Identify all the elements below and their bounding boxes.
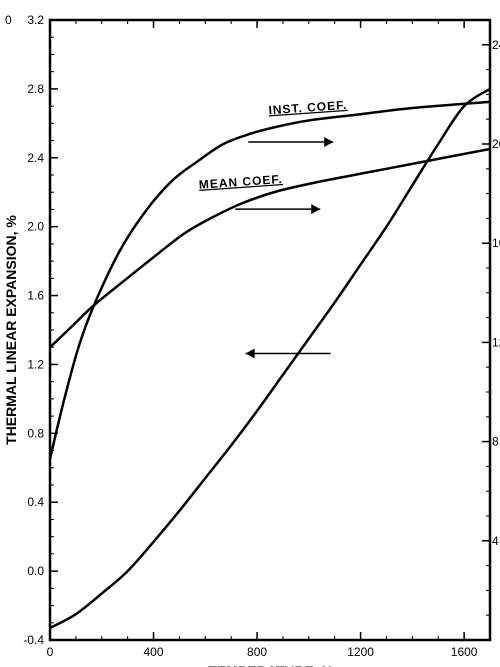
- y-right-tick-label: 8: [492, 435, 499, 449]
- x-axis-label: TEMPERATURE, K: [208, 663, 331, 667]
- y-left-tick-label: 0.4: [27, 495, 44, 509]
- y-left-tick-label: 2.0: [27, 220, 44, 234]
- outer-left-tick: 0: [5, 13, 12, 27]
- inst-coef-curve: [50, 102, 490, 459]
- x-tick-label: 1600: [451, 645, 478, 659]
- y-left-tick-label: -0.4: [23, 633, 44, 647]
- y-left-tick-label: 2.4: [27, 151, 44, 165]
- x-tick-label: 400: [144, 645, 164, 659]
- expansion-curve: [50, 89, 490, 628]
- y-right-tick-label: 12: [492, 335, 500, 349]
- y-left-tick-label: 3.2: [27, 13, 44, 27]
- x-tick-label: 800: [247, 645, 267, 659]
- x-tick-label: 1200: [347, 645, 374, 659]
- arrow-left-2-head: [246, 349, 255, 359]
- y-left-tick-label: 2.8: [27, 82, 44, 96]
- y-right-tick-label: 24: [492, 38, 500, 52]
- y-left-tick-label: 1.2: [27, 357, 44, 371]
- arrow-right-1-head: [311, 204, 320, 214]
- y-left-tick-label: 0.8: [27, 426, 44, 440]
- y-right-tick-label: 20: [492, 137, 500, 151]
- y-right-tick-label: 16: [492, 236, 500, 250]
- y-left-tick-label: 1.6: [27, 289, 44, 303]
- x-tick-label: 0: [47, 645, 54, 659]
- inst-coef-curve-label: INST. COEF.: [268, 98, 348, 117]
- y-left-tick-label: 0.0: [27, 564, 44, 578]
- y-right-tick-label: 4: [492, 534, 499, 548]
- thermal-expansion-chart: 0 400 800 1200 1600 -0.4 0.0 0.4 0.8 1.2 1.6 2.0 2.4…: [0, 0, 500, 667]
- arrow-right-0-head: [324, 137, 333, 147]
- y-left-axis-label: THERMAL LINEAR EXPANSION, %: [3, 215, 19, 445]
- mean-coef-curve-label: MEAN COEF.: [198, 172, 283, 192]
